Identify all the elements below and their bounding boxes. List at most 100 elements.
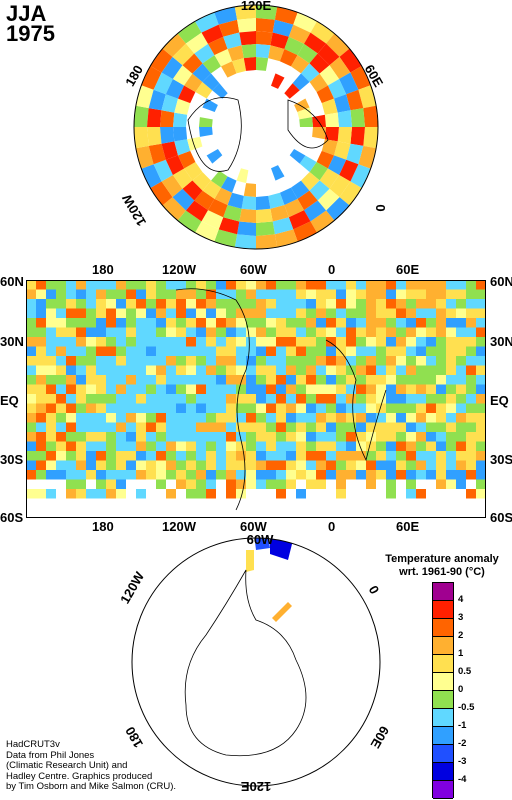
anomaly-cell [396, 308, 406, 318]
anomaly-cell [156, 299, 166, 309]
anomaly-cell [466, 422, 476, 432]
anomaly-cell [316, 289, 326, 299]
anomaly-cell [176, 289, 186, 299]
anomaly-cell [146, 441, 156, 451]
anomaly-cell [406, 479, 416, 489]
global-bottom-lon-2: 60W [240, 519, 267, 534]
anomaly-cell [266, 375, 276, 385]
anomaly-cell [226, 451, 236, 461]
anomaly-cell [286, 451, 296, 461]
polar-anomaly-cell [218, 217, 240, 235]
polar-anomaly-cell [329, 175, 351, 198]
anomaly-cell [26, 451, 36, 461]
polar-anomaly-cell [177, 210, 202, 233]
anomaly-cell [126, 394, 136, 404]
polar-anomaly-cell [299, 155, 317, 172]
anomaly-cell [406, 451, 416, 461]
anomaly-cell [226, 308, 236, 318]
anomaly-cell [76, 384, 86, 394]
anomaly-cell [46, 489, 56, 499]
polar-anomaly-cell [337, 127, 352, 144]
anomaly-cell [196, 413, 206, 423]
anomaly-cell [416, 470, 426, 480]
anomaly-cell [196, 318, 206, 328]
legend-label: -4 [458, 774, 467, 785]
anomaly-cell [406, 318, 416, 328]
anomaly-cell [26, 280, 36, 290]
anomaly-cell [436, 289, 446, 299]
anomaly-cell [346, 356, 356, 366]
anomaly-cell [456, 318, 466, 328]
anomaly-cell [246, 337, 256, 347]
anomaly-cell [476, 375, 486, 385]
anomaly-cell [146, 451, 156, 461]
anomaly-cell [156, 318, 166, 328]
anomaly-cell [156, 346, 166, 356]
anomaly-cell [466, 413, 476, 423]
anomaly-cell [286, 327, 296, 337]
legend-swatch [433, 619, 453, 637]
anomaly-cell [86, 327, 96, 337]
anomaly-cell [256, 327, 266, 337]
global-lat-left-1: 30N [0, 334, 24, 349]
anomaly-cell [376, 460, 386, 470]
anomaly-cell [476, 413, 486, 423]
anomaly-cell [46, 384, 56, 394]
anomaly-cell [236, 403, 246, 413]
anomaly-cell [26, 299, 36, 309]
anomaly-cell [356, 470, 366, 480]
anomaly-cell [246, 356, 256, 366]
anomaly-cell [336, 365, 346, 375]
anomaly-cell [166, 365, 176, 375]
anomaly-cell [446, 422, 456, 432]
anomaly-cell [46, 346, 56, 356]
anomaly-cell [456, 441, 466, 451]
anomaly-cell [306, 289, 316, 299]
anomaly-cell [336, 308, 346, 318]
anomaly-cell [346, 289, 356, 299]
anomaly-cell [226, 289, 236, 299]
anomaly-cell [246, 413, 256, 423]
polar-anomaly-cell [317, 43, 340, 66]
legend-label: -2 [458, 738, 467, 749]
anomaly-cell [356, 346, 366, 356]
anomaly-cell [426, 337, 436, 347]
anomaly-cell [26, 489, 36, 499]
anomaly-cell [26, 384, 36, 394]
anomaly-cell [36, 280, 46, 290]
anomaly-cell [136, 356, 146, 366]
anomaly-cell [116, 441, 126, 451]
anomaly-cell [186, 422, 196, 432]
anomaly-cell [76, 470, 86, 480]
polar-anomaly-cell [256, 195, 271, 210]
anomaly-cell [96, 299, 106, 309]
anomaly-cell [416, 299, 426, 309]
anomaly-cell [266, 413, 276, 423]
anomaly-cell [56, 375, 66, 385]
polar-anomaly-cell [134, 127, 149, 149]
anomaly-cell [346, 299, 356, 309]
anomaly-cell [366, 384, 376, 394]
anomaly-cell [106, 346, 116, 356]
anomaly-cell [386, 422, 396, 432]
anomaly-cell [366, 327, 376, 337]
anomaly-cell [246, 432, 256, 442]
polar-anomaly-cell [141, 66, 162, 90]
anomaly-cell [456, 422, 466, 432]
anomaly-cell [86, 356, 96, 366]
anomaly-cell [56, 327, 66, 337]
anomaly-cell [206, 460, 216, 470]
anomaly-cell [436, 356, 446, 366]
anomaly-cell [126, 384, 136, 394]
polar-anomaly-cell [161, 175, 183, 198]
anomaly-cell [116, 318, 126, 328]
anomaly-cell [236, 337, 246, 347]
anomaly-cell [166, 489, 176, 499]
anomaly-cell [106, 394, 116, 404]
anomaly-cell [236, 365, 246, 375]
anomaly-cell [276, 346, 286, 356]
anomaly-cell [56, 470, 66, 480]
anomaly-cell [426, 413, 436, 423]
anomaly-cell [396, 327, 406, 337]
anomaly-cell [196, 280, 206, 290]
